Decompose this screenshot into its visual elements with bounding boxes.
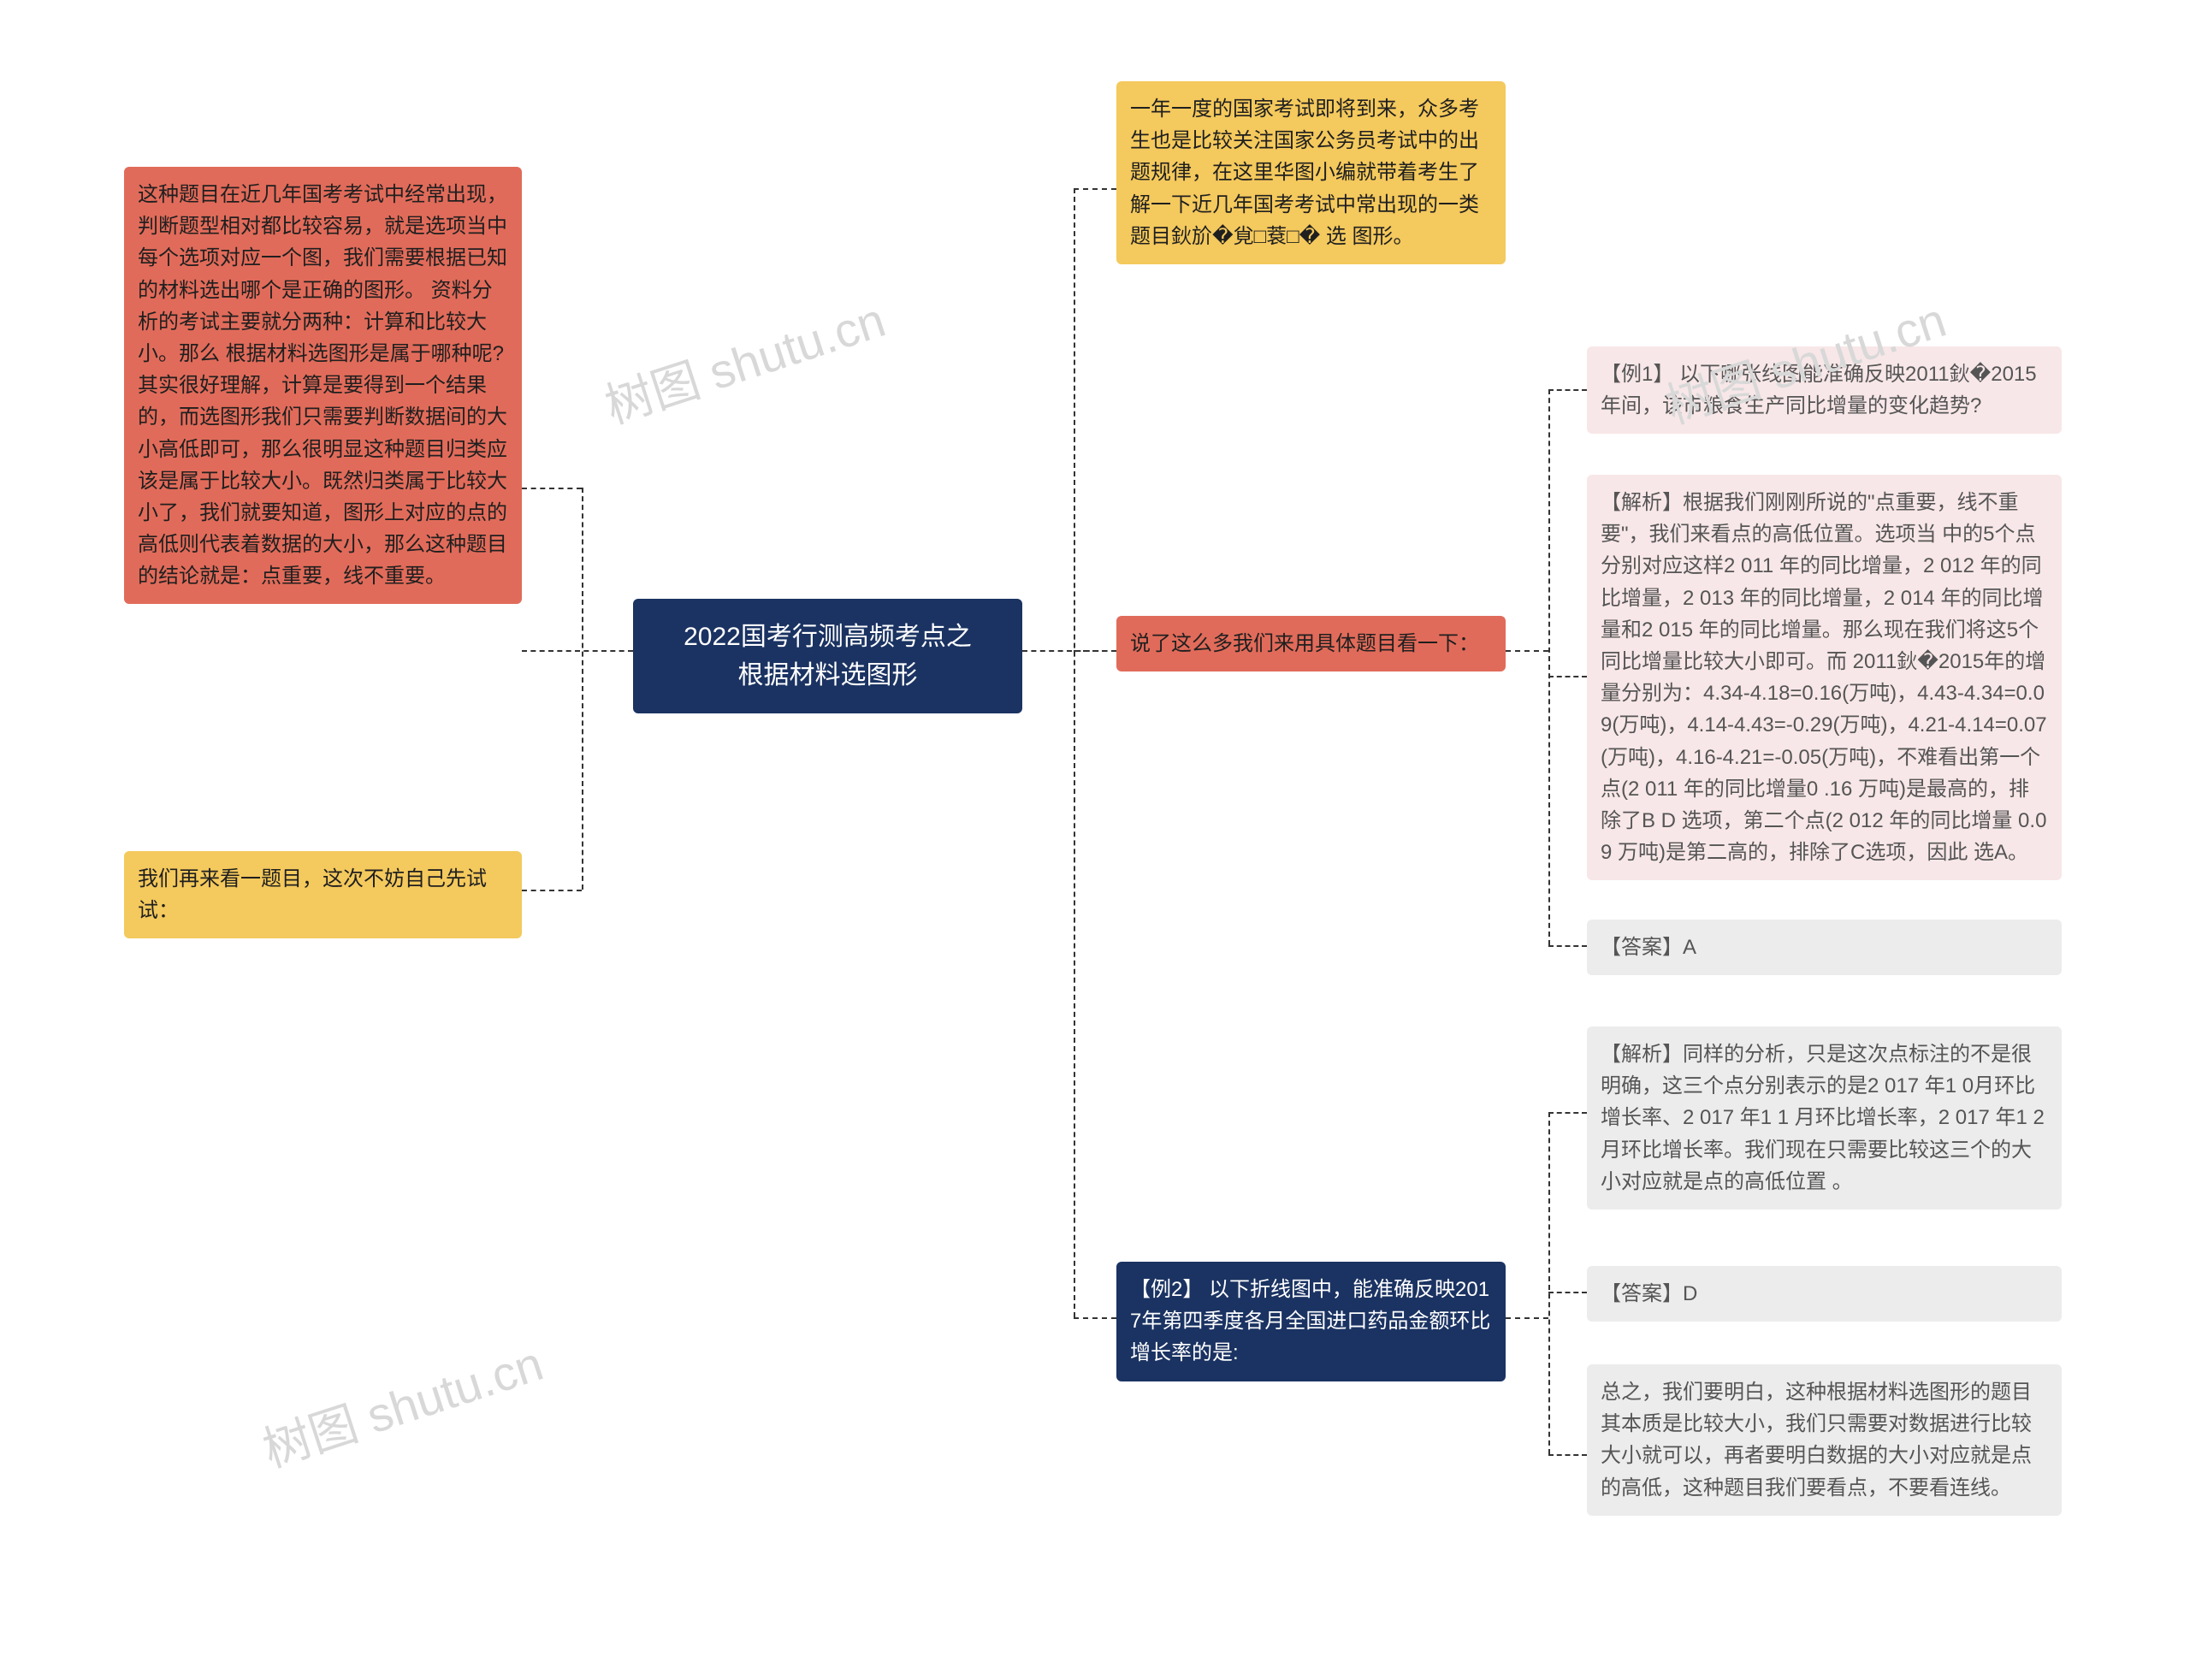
watermark: 树图 shutu.cn [595,282,893,438]
left-try-prompt: 我们再来看一题目，这次不妨自己先试试： [124,851,522,938]
example-1-analysis: 【解析】根据我们刚刚所说的"点重要，线不重要"，我们来看点的高低位置。选项当 中… [1587,475,2062,880]
example-2-analysis: 【解析】同样的分析，只是这次点标注的不是很明确，这三个点分别表示的是2 017 … [1587,1026,2062,1210]
example-intro: 说了这么多我们来用具体题目看一下： [1116,616,1506,671]
intro-node: 一年一度的国家考试即将到来，众多考生也是比较关注国家公务员考试中的出题规律，在这… [1116,81,1506,264]
watermark: 树图 shutu.cn [253,1326,551,1482]
example-1-answer: 【答案】A [1587,920,2062,975]
summary-node: 总之，我们要明白，这种根据材料选图形的题目 其本质是比较大小，我们只需要对数据进… [1587,1364,2062,1516]
connector [1548,1454,1587,1456]
connector [1548,1112,1550,1454]
example-1-question: 【例1】 以下哪张线图能准确反映2011鈥�2015年间，该市粮食生产同比增量的… [1587,346,2062,434]
example-2-question: 【例2】 以下折线图中，能准确反映2017年第四季度各月全国进口药品金额环比增长… [1116,1262,1506,1381]
connector [522,890,582,891]
connector [1548,389,1587,391]
connector [522,650,633,652]
connector [1074,188,1116,190]
connector [1548,945,1587,947]
connector [1074,188,1075,1317]
left-explanation-1: 这种题目在近几年国考考试中经常出现，判断题型相对都比较容易，就是选项当中每个选项… [124,167,522,604]
connector [1548,1292,1587,1293]
root-node: 2022国考行测高频考点之 根据材料选图形 [633,599,1022,713]
connector [582,488,583,890]
connector [522,488,582,489]
connector [1506,650,1548,652]
connector [1548,676,1587,677]
connector [1074,1317,1116,1319]
example-2-answer: 【答案】D [1587,1266,2062,1322]
connector [1506,1317,1548,1319]
connector [1548,389,1550,945]
connector [1548,1112,1587,1114]
connector [1074,650,1116,652]
